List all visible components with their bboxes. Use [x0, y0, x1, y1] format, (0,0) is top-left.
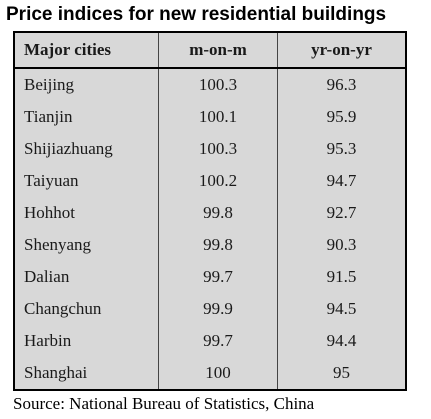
- table-row: Harbin 99.7 94.4: [15, 325, 405, 357]
- cell-city: Harbin: [15, 325, 159, 357]
- column-header-m-on-m: m-on-m: [158, 33, 278, 69]
- table-row: Changchun 99.9 94.5: [15, 293, 405, 325]
- table-row: Beijing 100.3 96.3: [15, 68, 405, 101]
- table-row: Shijiazhuang 100.3 95.3: [15, 133, 405, 165]
- cell-yr-on-yr: 94.5: [326, 299, 357, 318]
- table-row: Shanghai 100 95: [15, 357, 405, 389]
- cell-city: Dalian: [15, 261, 159, 293]
- cell-m-on-m: 99.7: [158, 261, 278, 293]
- source-note: Source: National Bureau of Statistics, C…: [13, 394, 315, 413]
- cell-m-on-m: 99.8: [158, 229, 278, 261]
- cell-city: Shijiazhuang: [15, 133, 159, 165]
- cell-m-on-m: 99.8: [158, 197, 278, 229]
- cell-m-on-m: 100.3: [158, 133, 278, 165]
- cell-yr-on-yr: 95.9: [326, 107, 357, 126]
- table-row: Hohhot 99.8 92.7: [15, 197, 405, 229]
- cell-yr-on-yr: 90.3: [326, 235, 357, 254]
- column-header-yr-on-yr: yr-on-yr: [277, 33, 405, 69]
- table-row: Dalian 99.7 91.5: [15, 261, 405, 293]
- cell-m-on-m: 100.3: [158, 68, 278, 101]
- cell-yr-on-yr: 94.4: [326, 331, 357, 350]
- cell-yr-on-yr: 96.3: [326, 75, 357, 94]
- cell-city: Shanghai: [15, 357, 159, 389]
- table-row: Tianjin 100.1 95.9: [15, 101, 405, 133]
- table-body: Beijing 100.3 96.3 Tianjin 100.1 95.9 Shijiazh…: [15, 68, 405, 389]
- cell-yr-on-yr: 95.3: [326, 139, 357, 158]
- cell-m-on-m: 100.1: [158, 101, 278, 133]
- cell-yr-on-yr: 95: [333, 363, 350, 382]
- cell-city: Beijing: [15, 68, 159, 101]
- column-header-major-cities: Major cities: [15, 33, 159, 69]
- cell-m-on-m: 99.9: [158, 293, 278, 325]
- price-index-table: Major cities m-on-m yr-on-yr Beijing 100.…: [15, 33, 405, 389]
- cell-city: Hohhot: [15, 197, 159, 229]
- header-row: Major cities m-on-m yr-on-yr: [15, 33, 405, 69]
- cell-city: Changchun: [15, 293, 159, 325]
- cell-yr-on-yr: 94.7: [326, 171, 357, 190]
- table-row: Taiyuan 100.2 94.7: [15, 165, 405, 197]
- cell-m-on-m: 100.2: [158, 165, 278, 197]
- cell-yr-on-yr: 91.5: [326, 267, 357, 286]
- cell-city: Taiyuan: [15, 165, 159, 197]
- cell-yr-on-yr: 92.7: [326, 203, 357, 222]
- cell-m-on-m: 99.7: [158, 325, 278, 357]
- data-table: Major cities m-on-m yr-on-yr Beijing 100.…: [13, 31, 407, 391]
- cell-city: Tianjin: [15, 101, 159, 133]
- cell-m-on-m: 100: [158, 357, 278, 389]
- chart-title: Price indices for new residential buildi…: [6, 4, 387, 25]
- cell-city: Shenyang: [15, 229, 159, 261]
- table-row: Shenyang 99.8 90.3: [15, 229, 405, 261]
